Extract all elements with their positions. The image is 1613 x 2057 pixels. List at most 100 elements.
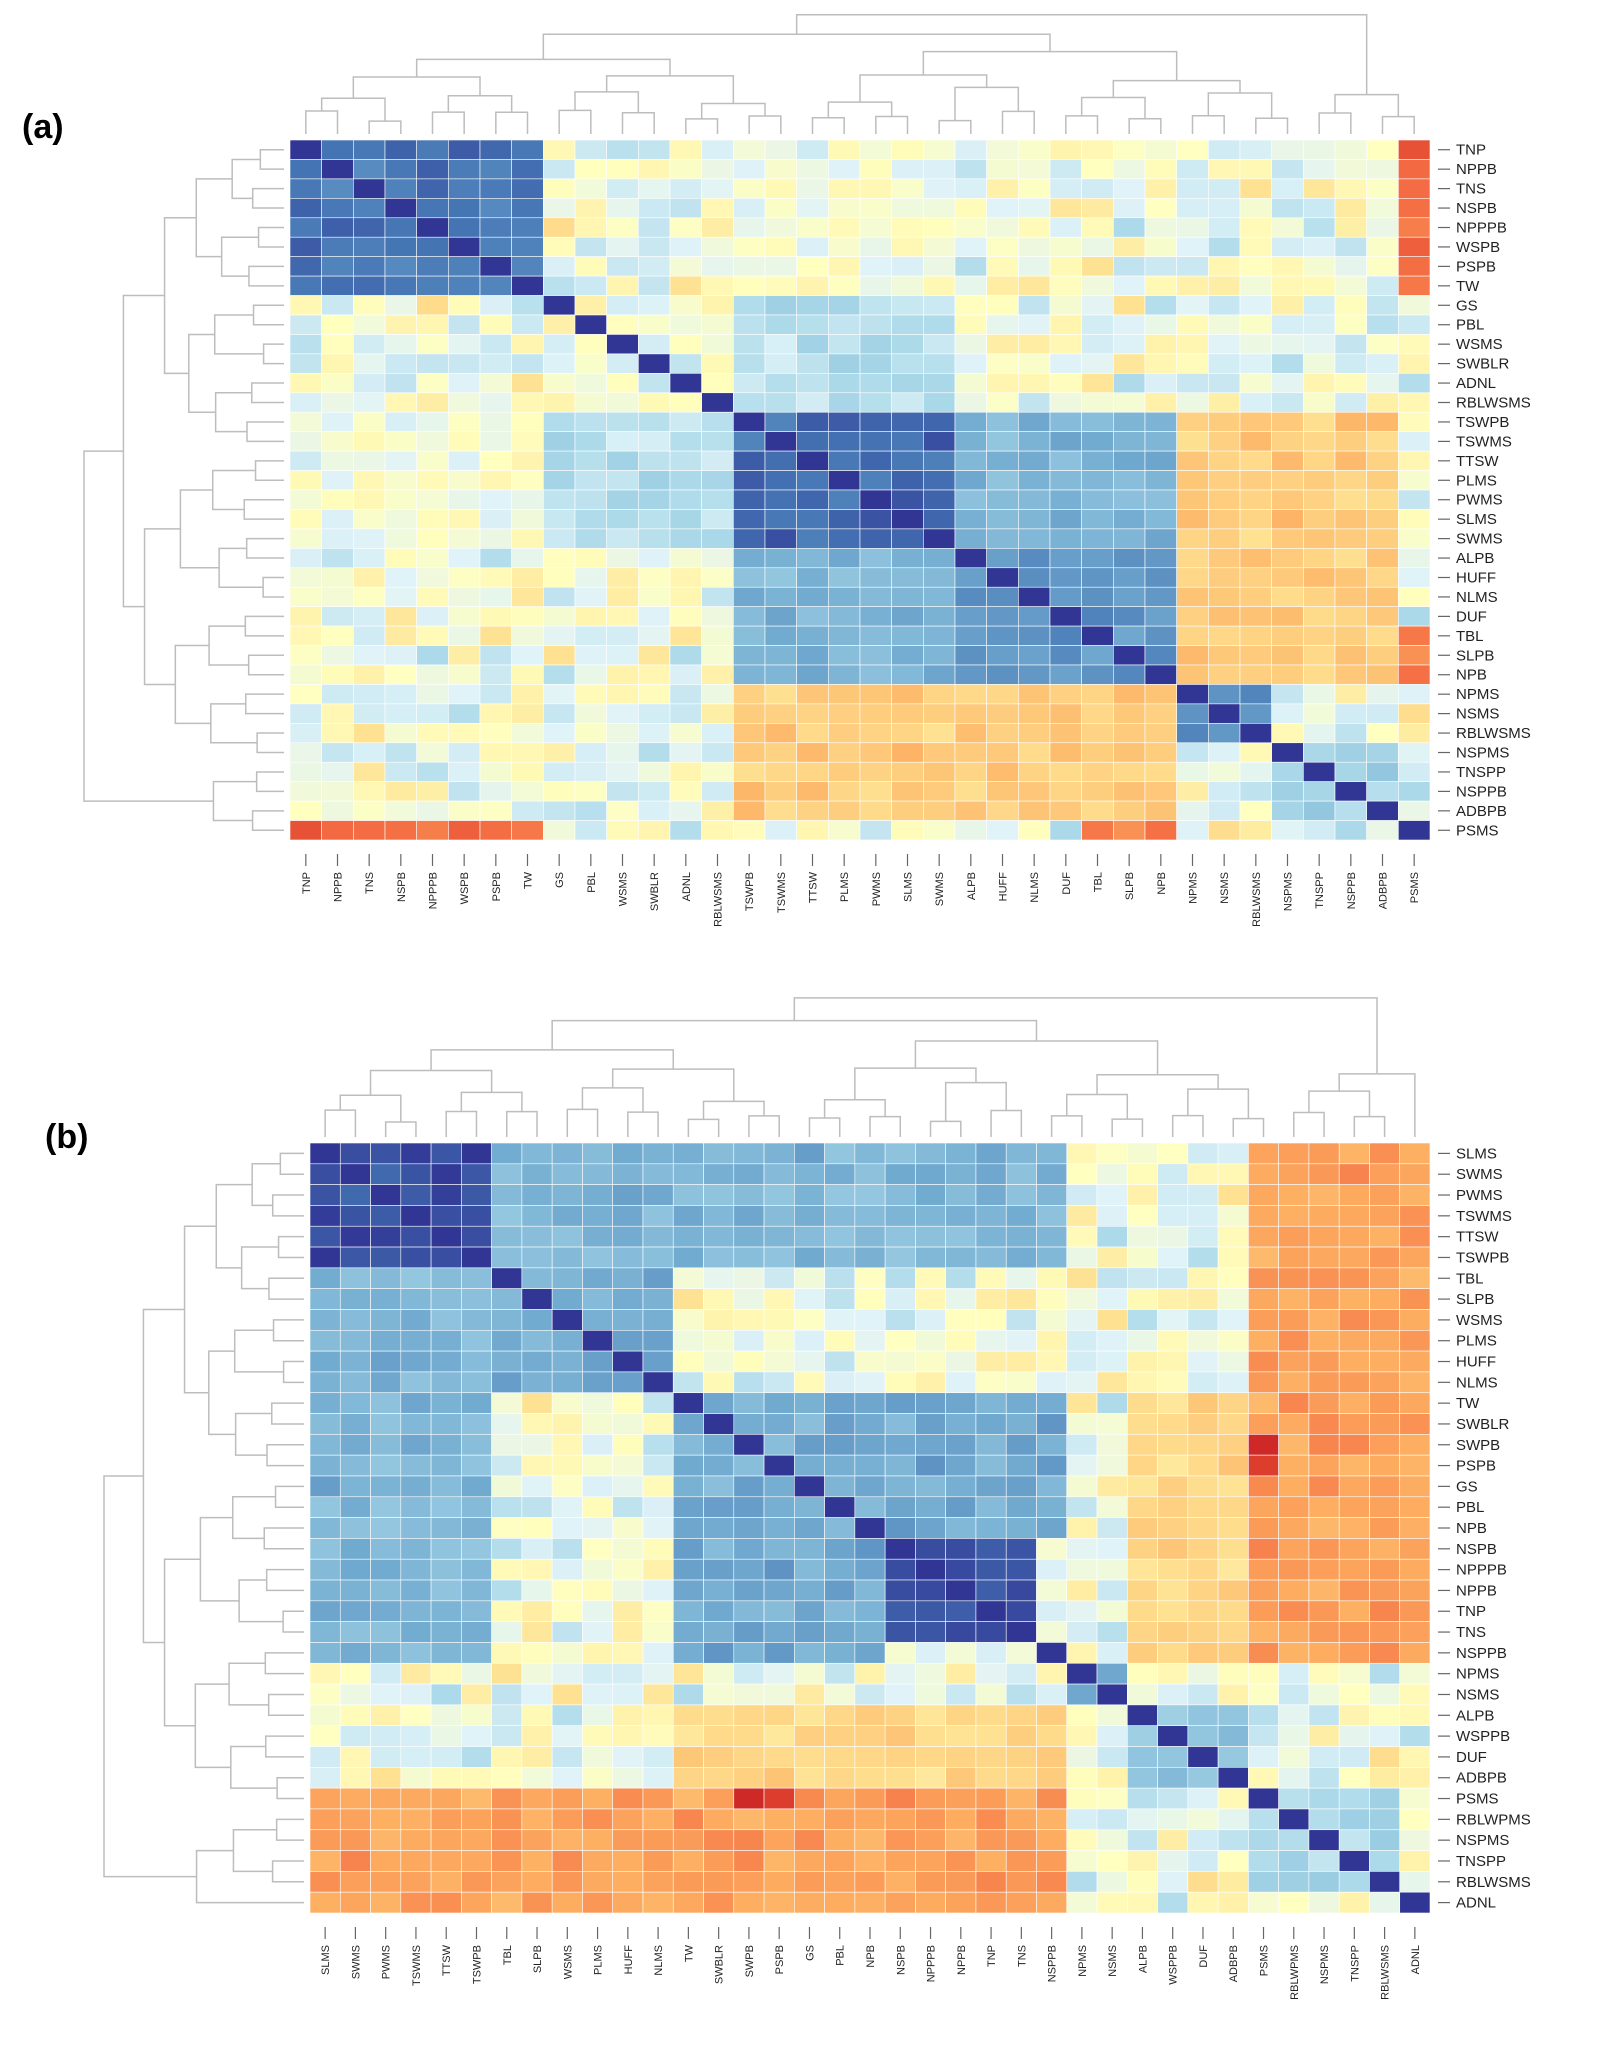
heatmap-cell	[1239, 275, 1272, 296]
dendrogram-branch	[276, 1776, 304, 1800]
heatmap-cell	[923, 139, 956, 160]
heatmap-cell	[1271, 314, 1304, 335]
heatmap-cell	[511, 139, 544, 160]
heatmap-cell	[400, 1808, 432, 1831]
heatmap-cell	[733, 800, 766, 821]
heatmap-cell	[828, 528, 861, 549]
heatmap-cell	[733, 1558, 765, 1581]
heatmap-cell	[1399, 1787, 1431, 1810]
heatmap-cell	[606, 586, 639, 607]
heatmap-cell	[574, 159, 607, 180]
heatmap-cell	[400, 1850, 432, 1872]
heatmap-cell	[796, 820, 829, 841]
heatmap-cell	[1303, 645, 1336, 666]
heatmap-cell	[828, 353, 861, 374]
heatmap-cell	[1399, 1683, 1431, 1706]
heatmap-cell	[945, 1600, 977, 1622]
heatmap-cell	[1366, 548, 1399, 569]
heatmap-cell	[479, 703, 512, 724]
heatmap-cell	[400, 1600, 432, 1622]
heatmap-cell	[1278, 1829, 1310, 1851]
heatmap-cell	[891, 450, 924, 471]
row-label: NSPMS	[1456, 1832, 1509, 1849]
dendrogram-branch	[232, 1496, 276, 1540]
heatmap-cell	[353, 470, 386, 491]
heatmap-cell	[1369, 1662, 1401, 1685]
heatmap-cell	[1271, 450, 1304, 471]
heatmap-cell	[430, 1184, 462, 1206]
heatmap-cell	[954, 489, 987, 510]
heatmap-cell	[491, 1808, 523, 1831]
heatmap-cell	[289, 431, 322, 452]
heatmap-cell	[339, 1371, 371, 1394]
heatmap-cell	[1369, 1288, 1401, 1310]
heatmap-cell	[1066, 1600, 1098, 1622]
heatmap-cell	[1303, 742, 1336, 763]
heatmap-cell	[1278, 1392, 1310, 1414]
heatmap-cell	[430, 1267, 462, 1289]
heatmap-cell	[854, 1267, 886, 1289]
heatmap-cell	[986, 625, 1019, 646]
heatmap-cell	[1081, 217, 1114, 238]
heatmap-cell	[891, 645, 924, 666]
heatmap-cell	[612, 1558, 644, 1581]
heatmap-cell	[384, 606, 417, 627]
heatmap-cell	[1144, 664, 1177, 685]
heatmap-cell	[1005, 1642, 1037, 1664]
heatmap-cell	[1338, 1329, 1370, 1352]
row-label: PSPB	[1456, 258, 1496, 275]
heatmap-cell	[1369, 1767, 1401, 1789]
heatmap-cell	[1308, 1787, 1340, 1810]
heatmap-cell	[321, 217, 354, 238]
heatmap-cell	[1018, 139, 1051, 160]
heatmap-cell	[384, 334, 417, 355]
heatmap-cell	[1066, 1683, 1098, 1706]
heatmap-cell	[954, 198, 987, 219]
heatmap-cell	[884, 1850, 916, 1872]
heatmap-cell	[1005, 1871, 1037, 1893]
heatmap-cell	[945, 1163, 977, 1185]
heatmap-cell	[1239, 664, 1272, 685]
heatmap-cell	[733, 1538, 765, 1560]
heatmap-cell	[923, 334, 956, 355]
heatmap-cell	[1005, 1662, 1037, 1685]
heatmap-cell	[400, 1184, 432, 1206]
heatmap-cell	[1005, 1891, 1037, 1914]
heatmap-cell	[1338, 1662, 1370, 1685]
heatmap-cell	[672, 1329, 704, 1352]
heatmap-cell	[582, 1205, 614, 1227]
heatmap-cell	[353, 528, 386, 549]
heatmap-cell	[733, 761, 766, 782]
heatmap-cell	[1126, 1454, 1158, 1477]
heatmap-cell	[574, 411, 607, 432]
heatmap-cell	[1176, 800, 1209, 821]
heatmap-cell	[1005, 1600, 1037, 1622]
heatmap-cell	[1208, 761, 1241, 782]
heatmap-cell	[954, 548, 987, 569]
heatmap-cell	[1398, 606, 1431, 627]
heatmap-cell	[975, 1267, 1007, 1289]
heatmap-cell	[1303, 781, 1336, 802]
heatmap-cell	[1176, 373, 1209, 394]
heatmap-cell	[1399, 1288, 1431, 1310]
heatmap-cell	[824, 1662, 856, 1685]
heatmap-cell	[638, 664, 671, 685]
heatmap-cell	[763, 1538, 795, 1560]
heatmap-cell	[309, 1871, 341, 1893]
heatmap-cell	[828, 548, 861, 569]
heatmap-cell	[416, 664, 449, 685]
heatmap-cell	[491, 1392, 523, 1414]
heatmap-cell	[703, 1517, 735, 1539]
heatmap-cell	[642, 1350, 674, 1373]
heatmap-cell	[1081, 275, 1114, 296]
heatmap-cell	[582, 1642, 614, 1664]
heatmap-cell	[1176, 159, 1209, 180]
heatmap-cell	[1113, 800, 1146, 821]
heatmap-cell	[701, 781, 734, 802]
heatmap-cell	[796, 411, 829, 432]
heatmap-cell	[479, 236, 512, 257]
heatmap-cell	[1303, 625, 1336, 646]
dendrogram-branch	[243, 498, 284, 520]
heatmap-cell	[1303, 820, 1336, 841]
heatmap-cells-a	[289, 139, 1431, 841]
